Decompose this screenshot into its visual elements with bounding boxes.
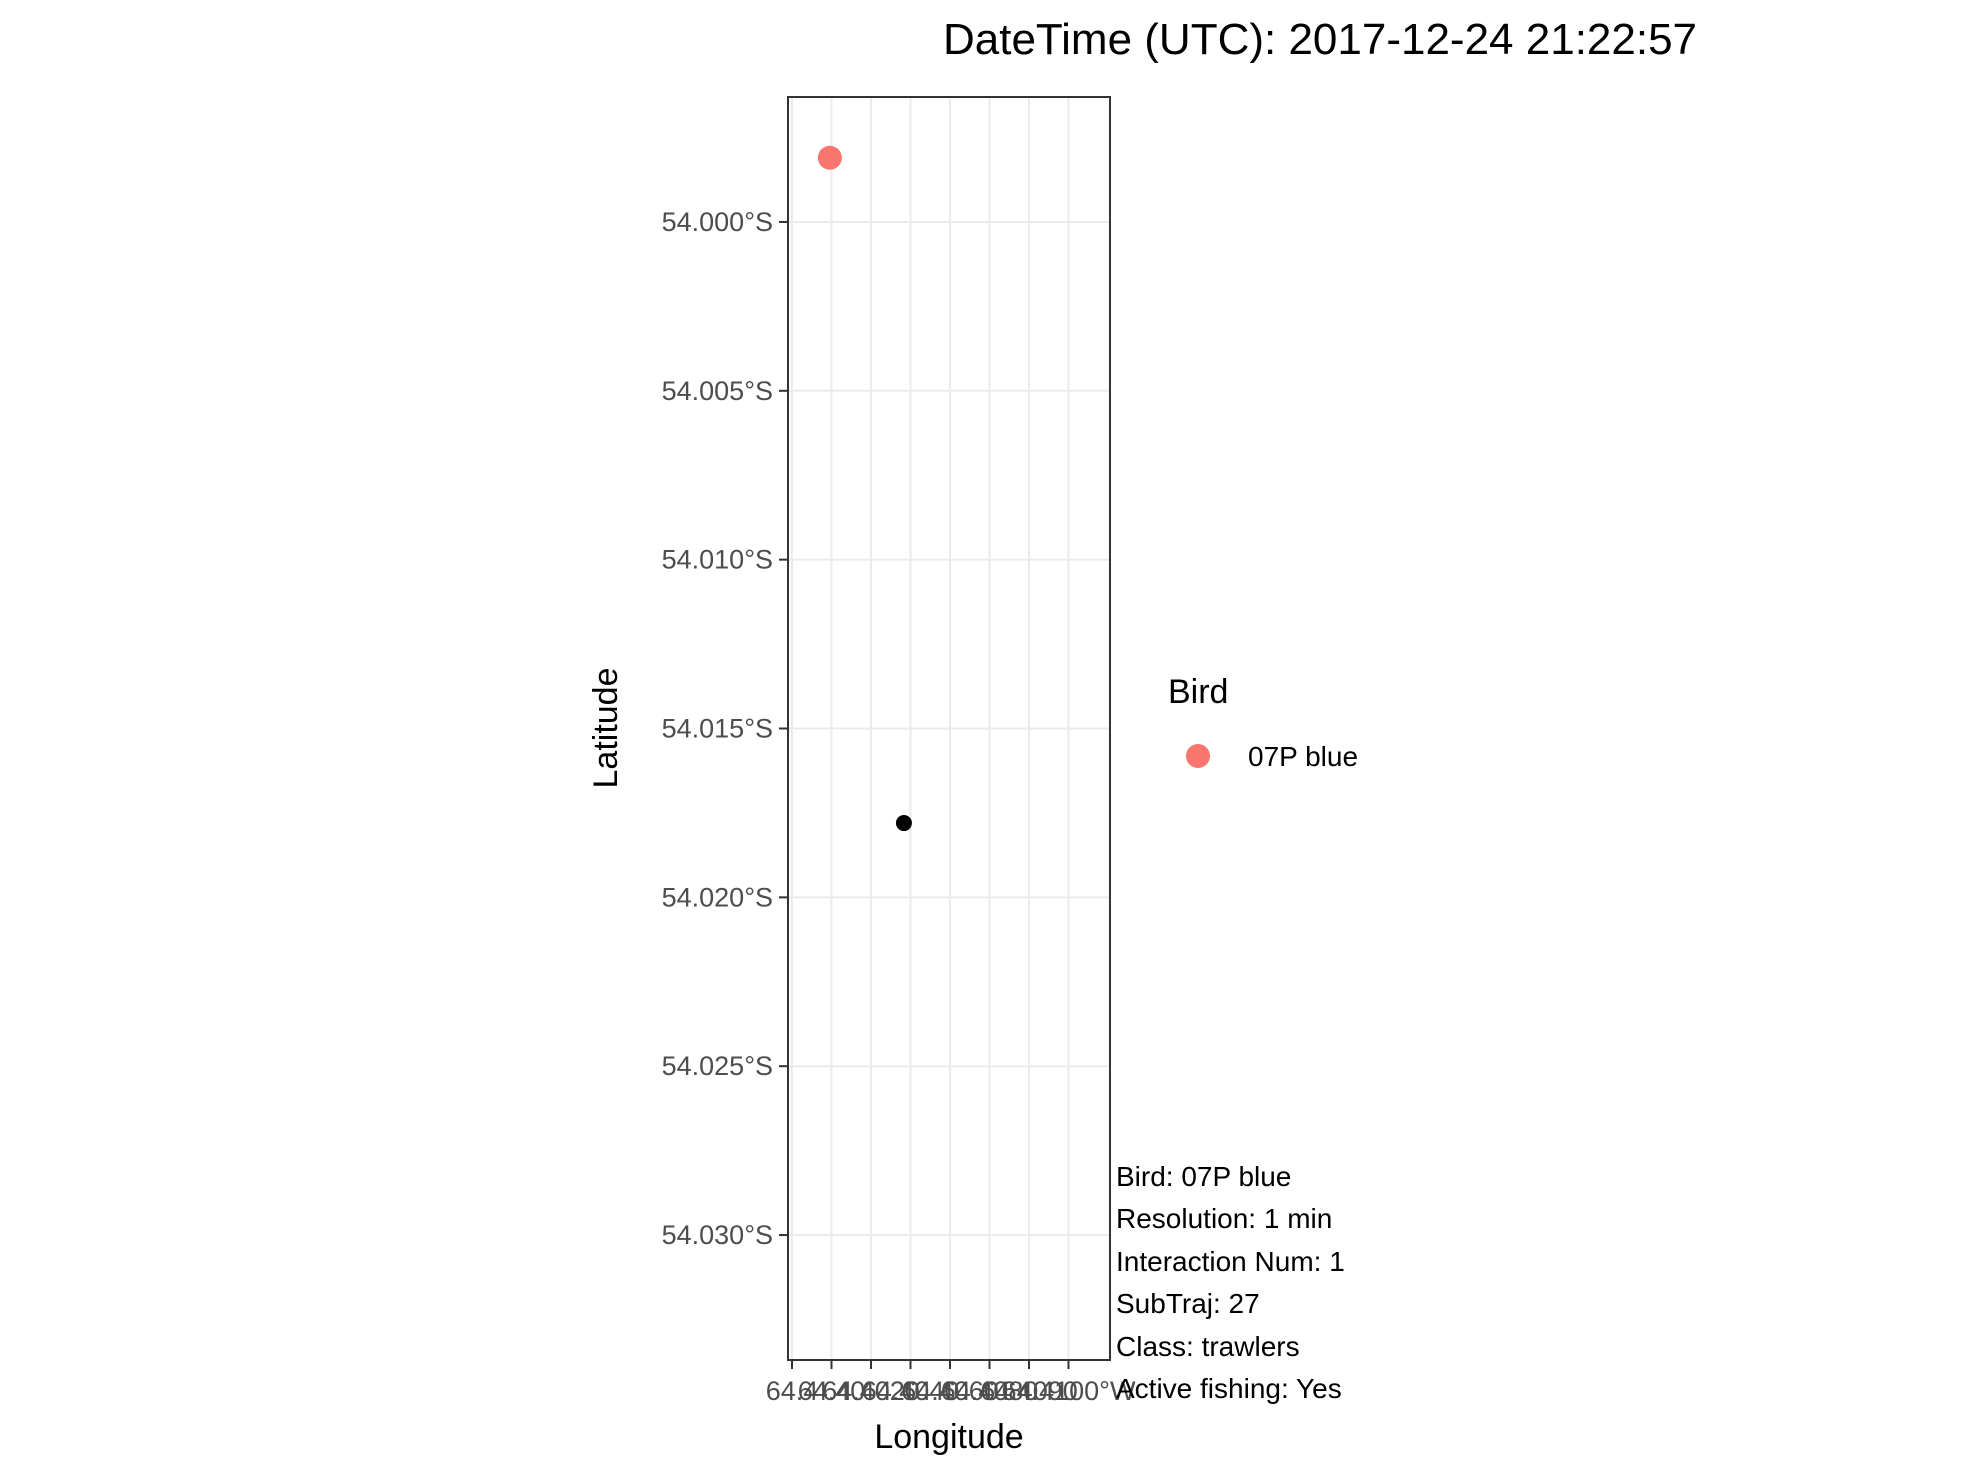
chart-title: DateTime (UTC): 2017-12-24 21:22:57 [943,15,1697,64]
y-axis: 54.000°S 54.005°S 54.010°S 54.015°S 54.020°S… [662,207,788,1250]
y-tick-label: 54.030°S [662,1220,773,1250]
y-tick-label: 54.020°S [662,882,773,912]
legend-label-07p-blue: 07P blue [1248,741,1358,772]
x-tick-label: 64.4040 [862,1376,960,1406]
y-tick-label: 54.010°S [662,545,773,575]
y-tick-label: 54.015°S [662,714,773,744]
x-tick-label: 64.4060 [901,1376,999,1406]
annotation-subtraj: SubTraj: 27 [1116,1288,1260,1319]
legend-title: Bird [1168,673,1228,711]
point-vessel [895,815,912,832]
annotation-bird: Bird: 07P blue [1116,1161,1291,1192]
x-tick-label: 64.4020 [822,1376,920,1406]
legend-key-07p-blue [1186,744,1210,768]
x-tick-label: 64.4090 [980,1376,1078,1406]
x-tick-label: 64.40 [798,1376,866,1406]
annotation-resolution: Resolution: 1 min [1116,1203,1332,1234]
x-axis-title: Longitude [874,1418,1023,1456]
y-gridlines [788,220,1110,1237]
plot-panel [787,96,1111,1361]
x-tick-label: 64.4 [766,1376,819,1406]
y-tick-label: 54.000°S [662,207,773,237]
x-axis: 64.464.4064.402064.404064.406064.408064.… [766,1360,1136,1406]
legend: Bird 07P blue [1168,673,1358,772]
annotation-class: Class: trawlers [1116,1331,1300,1362]
point-07p-blue [817,145,842,170]
annotation-interaction-num: Interaction Num: 1 [1116,1246,1345,1277]
x-tick-label: 64.4100°W [1002,1376,1136,1406]
x-tick-label: 64.4080 [941,1376,1039,1406]
y-axis-title: Latitude [587,668,625,789]
annotation-active-fishing: Active fishing: Yes [1116,1373,1342,1404]
y-tick-label: 54.005°S [662,376,773,406]
y-tick-label: 54.025°S [662,1051,773,1081]
info-annotations: Bird: 07P blue Resolution: 1 min Interac… [1116,1161,1345,1404]
data-points [817,145,912,832]
